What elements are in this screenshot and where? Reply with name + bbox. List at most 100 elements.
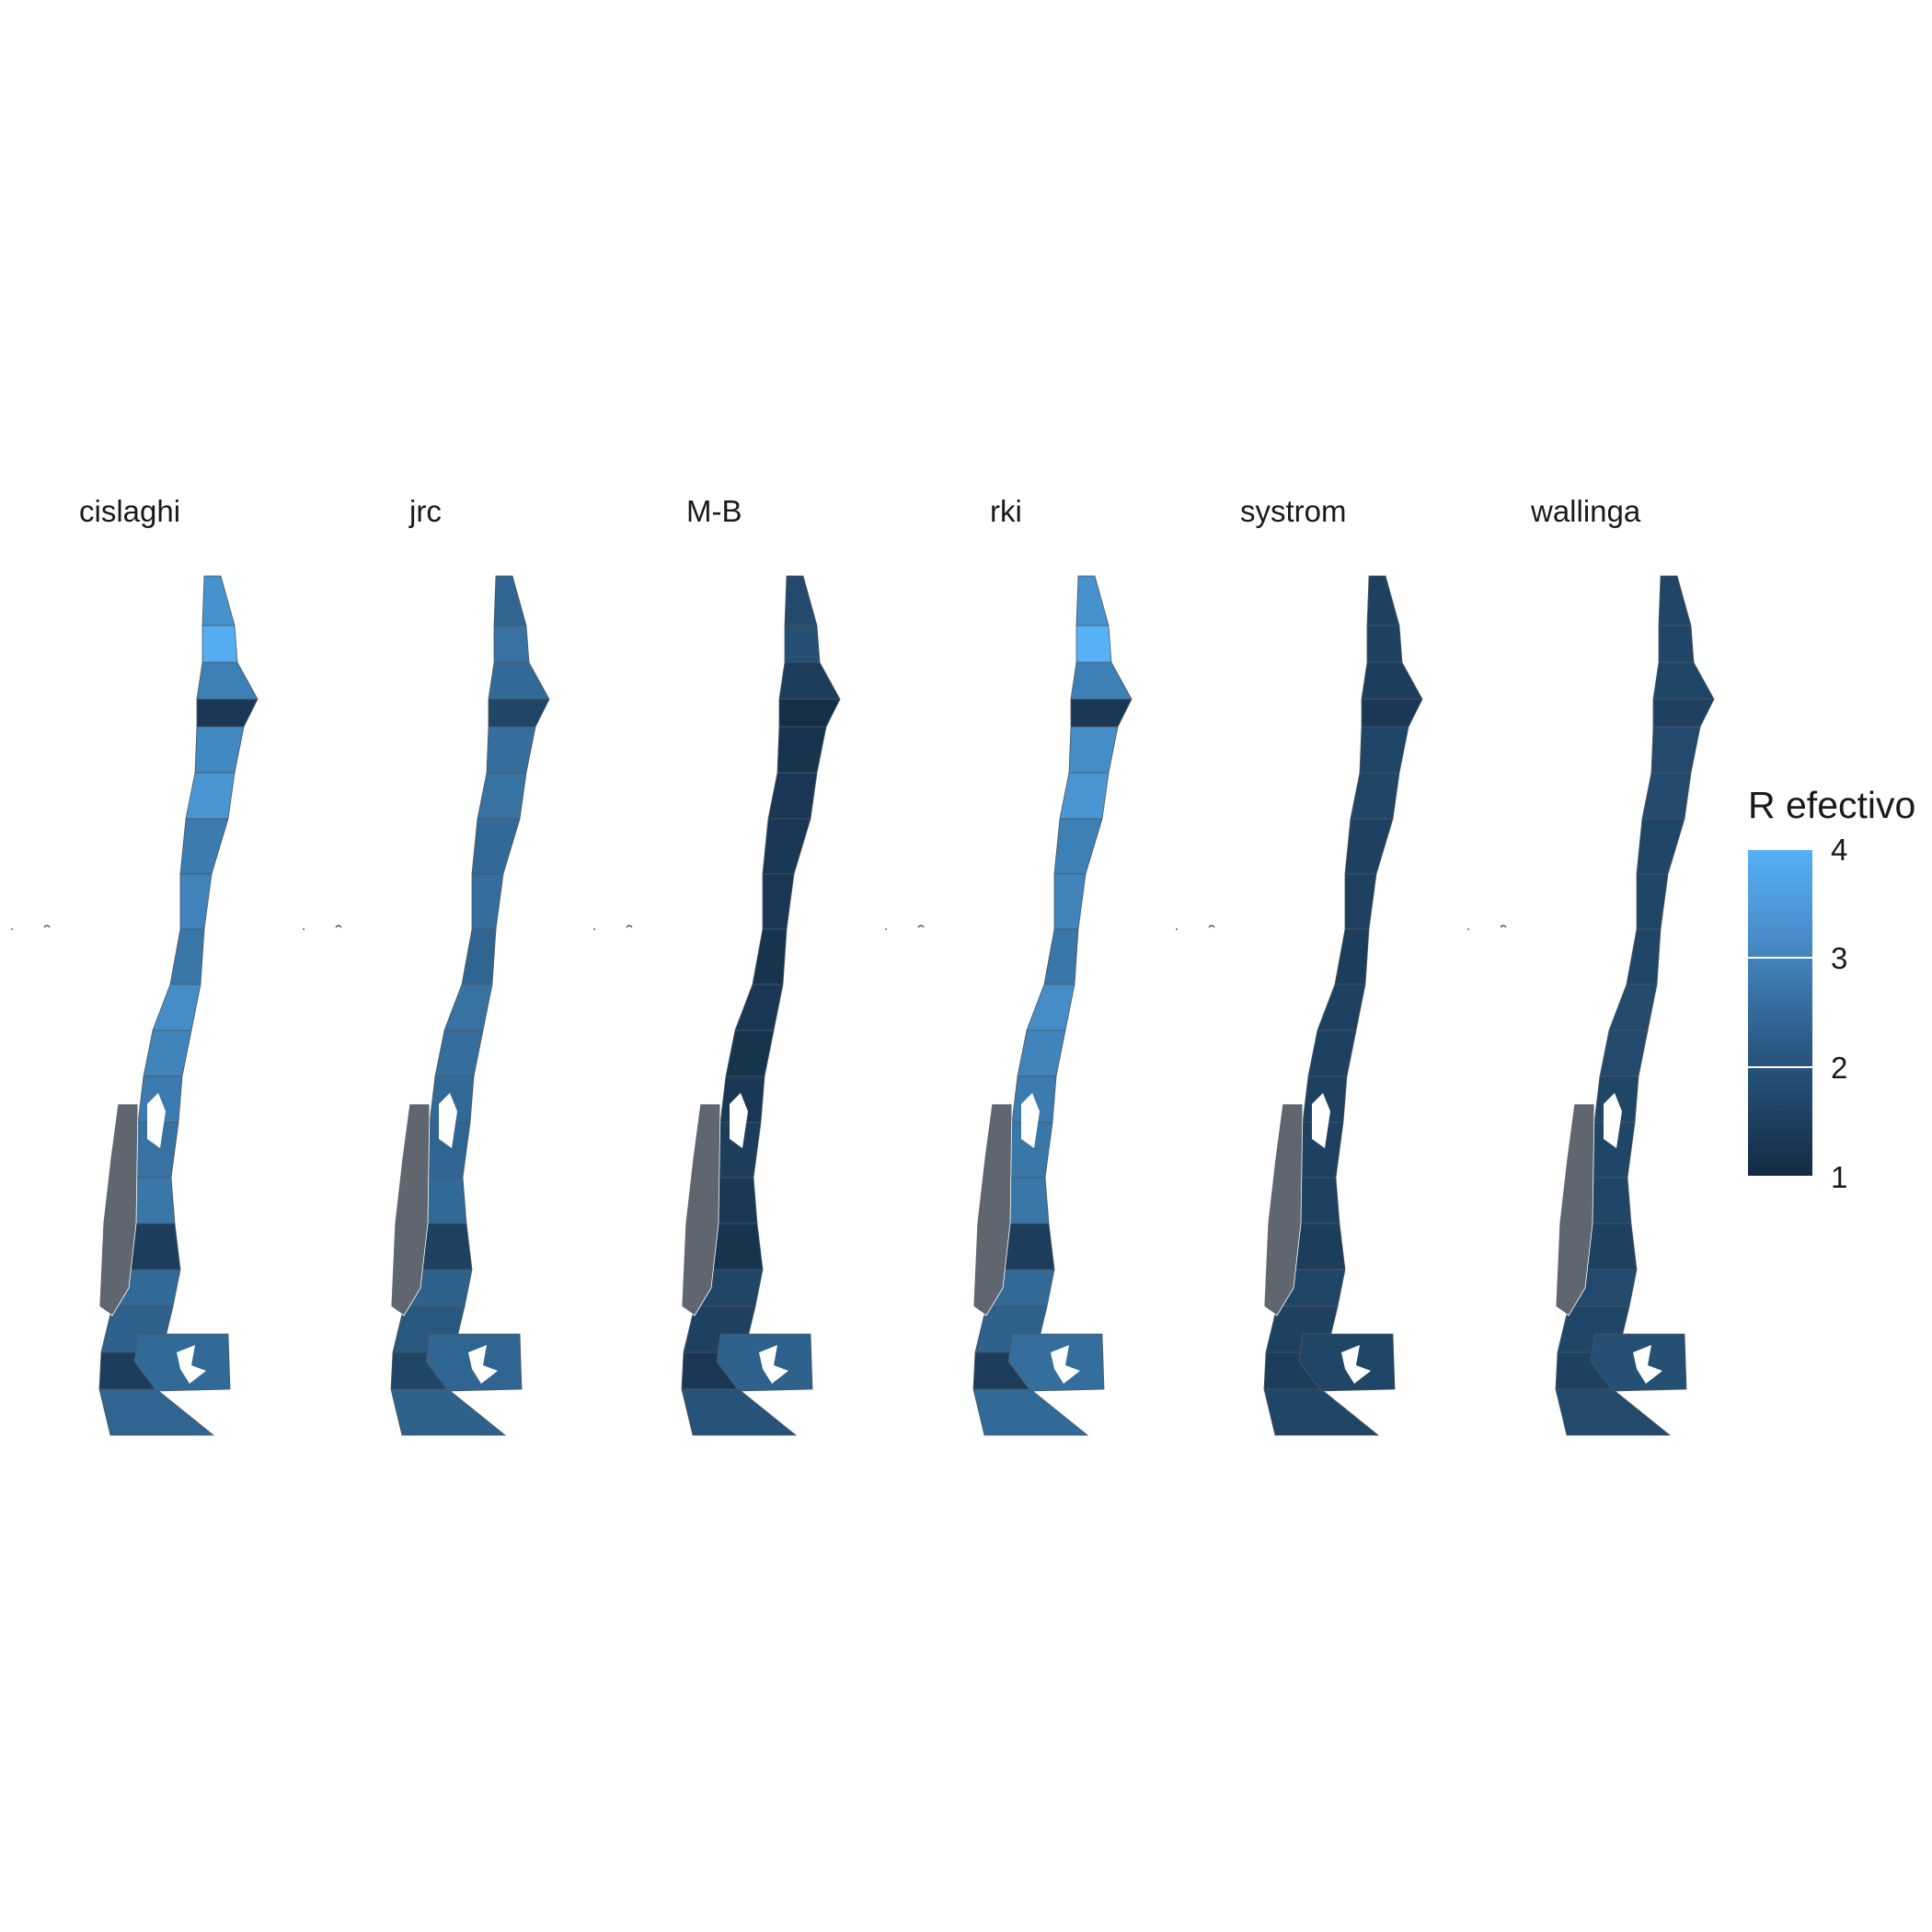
region-5 [194, 726, 245, 774]
region-3 [1652, 661, 1715, 700]
region-3 [778, 661, 841, 700]
water-channel [1312, 1093, 1371, 1384]
region-7 [1636, 818, 1685, 875]
offshore-islands [11, 925, 51, 930]
chile-map [1467, 575, 1715, 1436]
fjord-coast [1555, 1103, 1595, 1317]
region-19 [972, 1388, 1089, 1436]
region-11 [434, 1029, 484, 1077]
chile-map [1176, 575, 1423, 1436]
legend-tick [1748, 848, 1812, 850]
region-9 [1334, 928, 1370, 985]
region-8 [762, 873, 795, 930]
fjord-coast [390, 1103, 431, 1317]
region-9 [461, 928, 497, 985]
region-7 [762, 818, 811, 875]
region-11 [1017, 1029, 1066, 1077]
legend-tick-label-1: 1 [1831, 1160, 1848, 1194]
offshore-islands [593, 925, 633, 930]
fjord-coast [1263, 1103, 1304, 1317]
region-2 [1075, 625, 1112, 663]
region-9 [1043, 928, 1079, 985]
water-channel [1604, 1093, 1662, 1384]
region-3 [1070, 661, 1133, 700]
facet-panel-cislaghi: cislaghi [0, 0, 291, 1932]
region-4 [1652, 698, 1715, 728]
facet-title: cislaghi [79, 494, 181, 528]
chile-map [11, 575, 259, 1436]
region-3 [1361, 661, 1423, 700]
region-7 [1053, 818, 1103, 875]
region-19 [681, 1388, 798, 1436]
facet-title: systrom [1240, 494, 1347, 528]
legend-tick-label-2: 2 [1831, 1051, 1848, 1085]
region-7 [179, 818, 229, 875]
water-channel [730, 1093, 788, 1384]
region-10 [1026, 983, 1075, 1031]
chile-map [303, 575, 550, 1436]
region-4 [196, 698, 259, 728]
region-3 [488, 661, 550, 700]
fjord-coast [681, 1103, 721, 1317]
region-4 [778, 698, 841, 728]
water-channel [439, 1093, 498, 1384]
chile-map [593, 575, 841, 1436]
region-6 [1350, 772, 1400, 820]
region-8 [1053, 873, 1087, 930]
region-10 [443, 983, 493, 1031]
region-7 [1344, 818, 1394, 875]
fjord-coast [972, 1103, 1013, 1317]
region-3 [196, 661, 259, 700]
legend-tick-label-3: 3 [1831, 941, 1848, 975]
region-6 [185, 772, 236, 820]
water-channel [1021, 1093, 1080, 1384]
region-8 [471, 873, 504, 930]
region-4 [1361, 698, 1423, 728]
facet-title: M-B [686, 494, 742, 528]
facet-panel-rki: rki [874, 0, 1165, 1932]
region-11 [1307, 1029, 1357, 1077]
legend-title: R efectivo [1748, 784, 1916, 826]
region-10 [152, 983, 201, 1031]
region-1 [784, 575, 818, 627]
offshore-islands [303, 925, 342, 930]
facet-panel-jrc: jrc [292, 0, 582, 1932]
region-6 [1059, 772, 1110, 820]
region-1 [201, 575, 236, 627]
region-2 [1658, 625, 1695, 663]
facet-panel-m-b: M-B [582, 0, 873, 1932]
region-10 [1608, 983, 1658, 1031]
region-5 [776, 726, 827, 774]
region-10 [1317, 983, 1366, 1031]
region-19 [98, 1388, 215, 1436]
region-8 [1636, 873, 1669, 930]
region-19 [1263, 1388, 1380, 1436]
region-6 [767, 772, 818, 820]
offshore-islands [1467, 925, 1507, 930]
region-7 [471, 818, 521, 875]
water-channel [147, 1093, 206, 1384]
region-9 [1626, 928, 1662, 985]
region-5 [486, 726, 536, 774]
region-4 [488, 698, 550, 728]
region-1 [1658, 575, 1692, 627]
region-9 [752, 928, 788, 985]
region-10 [734, 983, 784, 1031]
region-9 [169, 928, 205, 985]
chile-map [885, 575, 1133, 1436]
offshore-islands [1176, 925, 1215, 930]
facet-title: jrc [409, 494, 442, 528]
region-5 [1650, 726, 1701, 774]
region-19 [390, 1388, 507, 1436]
offshore-islands [885, 925, 925, 930]
region-8 [179, 873, 213, 930]
region-1 [1075, 575, 1110, 627]
region-19 [1555, 1388, 1672, 1436]
facet-panel-systrom: systrom [1165, 0, 1455, 1932]
legend-tick-label-4: 4 [1831, 833, 1848, 867]
region-2 [784, 625, 821, 663]
legend-colorbar [1748, 848, 1812, 1178]
region-6 [1641, 772, 1692, 820]
region-4 [1070, 698, 1133, 728]
